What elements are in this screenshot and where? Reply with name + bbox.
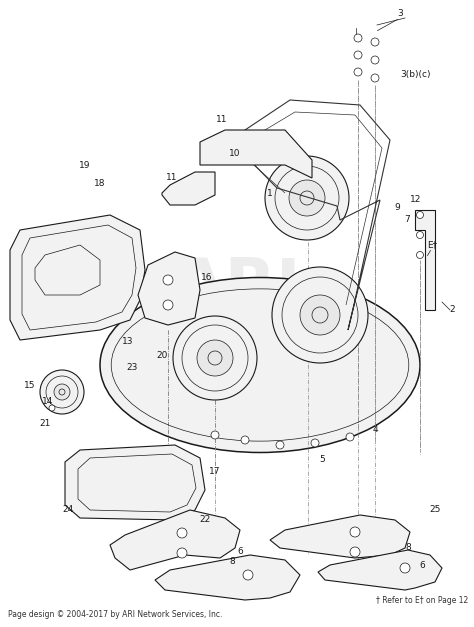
Text: 25: 25 — [429, 505, 441, 515]
Text: Page design © 2004-2017 by ARI Network Services, Inc.: Page design © 2004-2017 by ARI Network S… — [8, 610, 222, 619]
Circle shape — [272, 267, 368, 363]
Polygon shape — [138, 252, 200, 325]
Polygon shape — [10, 215, 145, 340]
Circle shape — [354, 68, 362, 76]
Circle shape — [40, 370, 84, 414]
Circle shape — [177, 528, 187, 538]
Circle shape — [289, 180, 325, 216]
Circle shape — [312, 307, 328, 323]
Circle shape — [173, 316, 257, 400]
Circle shape — [350, 527, 360, 537]
Text: 9: 9 — [394, 203, 400, 211]
Text: 10: 10 — [229, 149, 241, 157]
Text: 6: 6 — [237, 547, 243, 557]
Text: 3: 3 — [397, 9, 403, 19]
Circle shape — [276, 441, 284, 449]
Circle shape — [177, 548, 187, 558]
Text: 23: 23 — [126, 364, 137, 372]
Text: 8: 8 — [405, 544, 411, 552]
Polygon shape — [65, 445, 205, 520]
Text: 11: 11 — [166, 174, 178, 182]
Circle shape — [211, 431, 219, 439]
Text: 2: 2 — [449, 305, 455, 315]
Text: 22: 22 — [200, 515, 210, 525]
Polygon shape — [162, 172, 215, 205]
Circle shape — [371, 74, 379, 82]
Circle shape — [54, 384, 70, 400]
Ellipse shape — [100, 278, 420, 453]
Text: 8: 8 — [229, 557, 235, 567]
Circle shape — [354, 51, 362, 59]
Polygon shape — [415, 210, 435, 310]
Text: 5: 5 — [319, 455, 325, 465]
Polygon shape — [200, 130, 312, 178]
Text: ARI: ARI — [173, 255, 301, 322]
Text: 6: 6 — [419, 561, 425, 569]
Text: 4: 4 — [372, 426, 378, 435]
Circle shape — [241, 436, 249, 444]
Text: 18: 18 — [94, 179, 106, 187]
Text: † Refer to E† on Page 12: † Refer to E† on Page 12 — [376, 596, 468, 605]
Text: 13: 13 — [122, 337, 134, 347]
Circle shape — [350, 547, 360, 557]
Circle shape — [49, 405, 55, 411]
Text: E†: E† — [427, 241, 437, 250]
Text: 14: 14 — [42, 398, 54, 406]
Circle shape — [371, 56, 379, 64]
Circle shape — [208, 351, 222, 365]
Text: 19: 19 — [79, 161, 91, 169]
Circle shape — [243, 570, 253, 580]
Polygon shape — [155, 555, 300, 600]
Circle shape — [59, 389, 65, 395]
Circle shape — [311, 439, 319, 447]
Polygon shape — [110, 510, 240, 570]
Circle shape — [197, 340, 233, 376]
Circle shape — [417, 231, 423, 238]
Polygon shape — [318, 550, 442, 590]
Text: 12: 12 — [410, 196, 422, 204]
Text: 21: 21 — [39, 418, 51, 428]
Polygon shape — [270, 515, 410, 558]
Circle shape — [300, 191, 314, 205]
Circle shape — [371, 38, 379, 46]
Circle shape — [417, 251, 423, 258]
Circle shape — [417, 211, 423, 218]
Circle shape — [300, 295, 340, 335]
Text: 20: 20 — [156, 350, 168, 359]
Circle shape — [354, 34, 362, 42]
Text: 17: 17 — [209, 468, 221, 477]
Text: 7: 7 — [404, 216, 410, 224]
Text: 3(b)(c): 3(b)(c) — [401, 70, 431, 80]
Text: 15: 15 — [24, 381, 36, 389]
Circle shape — [163, 275, 173, 285]
Circle shape — [265, 156, 349, 240]
Circle shape — [400, 563, 410, 573]
Circle shape — [346, 433, 354, 441]
Text: 11: 11 — [216, 115, 228, 125]
Text: 16: 16 — [201, 273, 213, 283]
Text: 1: 1 — [267, 189, 273, 198]
Circle shape — [163, 300, 173, 310]
Text: 24: 24 — [63, 505, 73, 515]
